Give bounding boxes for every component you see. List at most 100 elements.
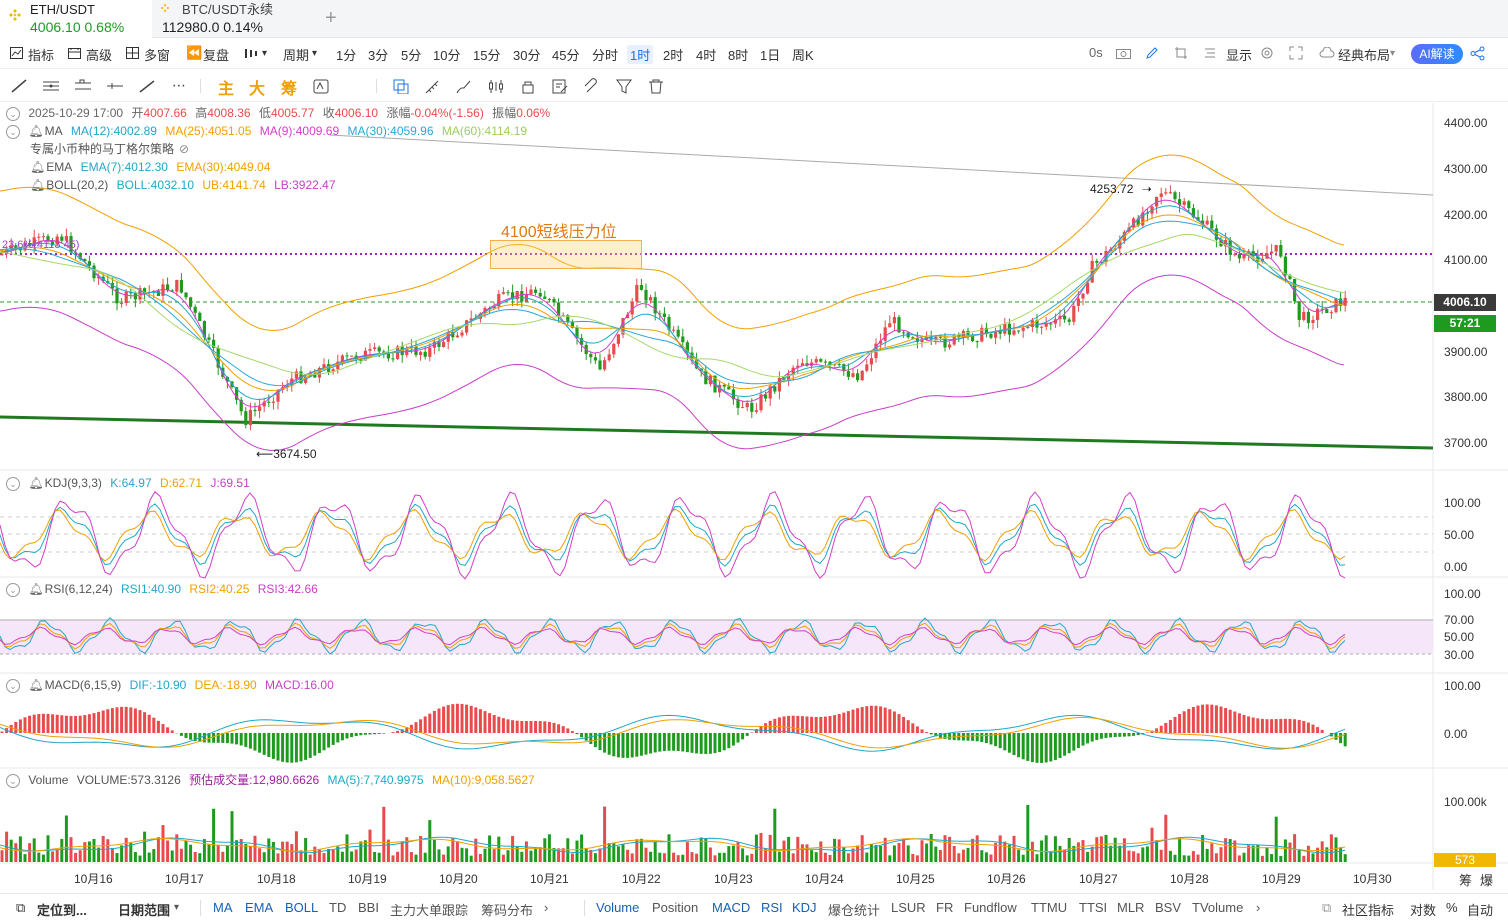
interval-4h[interactable]: 4时 (696, 48, 717, 63)
interval-3m[interactable]: 3分 (368, 48, 389, 63)
indicator-chip[interactable]: 筹码分布 (481, 903, 534, 918)
percent-scale-button[interactable]: % (1446, 900, 1458, 915)
parallel-channel-icon[interactable] (74, 78, 92, 94)
indicator-ttmu[interactable]: TTMU (1031, 900, 1068, 915)
annotation-text[interactable]: 4100短线压力位 (501, 224, 617, 241)
main-force-button[interactable]: 主 (218, 81, 235, 98)
interval-2h[interactable]: 2时 (663, 48, 684, 63)
bell-icon[interactable]: 🔔︎ (28, 582, 44, 596)
indicator-fr[interactable]: FR (936, 900, 954, 915)
more-tools-icon[interactable]: ⋯ (172, 77, 186, 93)
collapse-icon[interactable]: ⌄ (6, 678, 20, 693)
interval-8h[interactable]: 8时 (728, 48, 749, 63)
interval-10m[interactable]: 10分 (433, 48, 461, 63)
indicator-rsi[interactable]: RSI (761, 900, 783, 915)
pen-icon[interactable] (1145, 46, 1159, 60)
interval-1h[interactable]: 1时 (627, 45, 654, 64)
chart-type-icon[interactable] (244, 48, 258, 59)
add-tab-icon[interactable]: + (325, 7, 337, 29)
tab-btc-usdt[interactable]: BTC/USDT永续 112980.0 0.14% (154, 0, 304, 38)
bell-icon[interactable]: 🔔︎ (30, 178, 46, 192)
community-indicators-button[interactable]: 社区指标 (1342, 903, 1395, 918)
horizontal-ray-icon[interactable] (106, 78, 124, 94)
bell-icon[interactable]: 🔔︎ (28, 678, 44, 692)
chevron-down-icon[interactable]: ▾ (1390, 48, 1396, 59)
edit-list-icon[interactable] (551, 78, 569, 94)
crop-icon[interactable] (1174, 46, 1188, 60)
bell-icon[interactable]: 🔔︎ (28, 476, 44, 490)
indicator-lsur[interactable]: LSUR (891, 900, 926, 915)
chip-toggle[interactable]: 筹 (1459, 873, 1473, 888)
brush-icon[interactable] (455, 78, 473, 94)
indicator-fundflow[interactable]: Fundflow (964, 900, 1017, 915)
magnet-icon[interactable] (583, 78, 601, 94)
multi-window-button[interactable]: 多窗 (144, 48, 171, 63)
trash-icon[interactable] (647, 78, 665, 94)
bell-icon[interactable]: 🔔︎ (28, 124, 44, 138)
ruler-icon[interactable] (423, 78, 441, 94)
interval-30m[interactable]: 30分 (513, 48, 541, 63)
ai-read-button[interactable]: AI解读 (1411, 44, 1463, 64)
indicator-ma[interactable]: MA (213, 900, 233, 915)
indicator-mlr[interactable]: MLR (1117, 900, 1145, 915)
replay-button[interactable]: 复盘 (203, 48, 230, 63)
indicator-position[interactable]: Position (652, 900, 699, 915)
display-button[interactable]: 显示 (1226, 48, 1253, 63)
share-icon[interactable] (1470, 46, 1485, 61)
collapse-icon[interactable]: ⌄ (6, 106, 20, 121)
liquidation-toggle[interactable]: 爆 (1480, 873, 1494, 888)
big-order-button[interactable]: 大 (249, 81, 266, 98)
interval-45m[interactable]: 45分 (552, 48, 580, 63)
ray-icon[interactable] (138, 78, 156, 94)
candle-pattern-icon[interactable] (487, 78, 505, 94)
locate-icon[interactable]: ⧉ (16, 900, 26, 915)
indicator-volume[interactable]: Volume (596, 900, 640, 915)
date-range-button[interactable]: 日期范围 (118, 903, 171, 918)
chevron-down-icon[interactable]: ▾ (312, 48, 318, 59)
collapse-icon[interactable]: ⌄ (6, 124, 20, 139)
auto-scale-button[interactable]: 自动 (1467, 903, 1494, 918)
interval-timeshare[interactable]: 分时 (592, 48, 619, 63)
settings-icon[interactable] (1260, 46, 1274, 60)
bell-icon[interactable]: 🔔︎ (30, 160, 46, 174)
tab-eth-usdt[interactable]: ETH/USDT 4006.10 0.68% (0, 0, 152, 38)
eye-off-icon[interactable]: ⊘ (179, 142, 190, 156)
indicator-tvolume[interactable]: TVolume (1192, 900, 1244, 915)
indicators-button[interactable]: 指标 (28, 48, 55, 63)
indicator-liquidation[interactable]: 爆仓统计 (828, 903, 881, 918)
interval-week[interactable]: 周K (792, 48, 814, 63)
price-chart[interactable] (0, 103, 1508, 890)
filter-icon[interactable] (615, 78, 633, 94)
refresh-timer[interactable]: 0s (1089, 45, 1103, 60)
interval-15m[interactable]: 15分 (473, 48, 501, 63)
layout-button[interactable]: 经典布局 (1338, 48, 1391, 63)
indicator-bsv[interactable]: BSV (1155, 900, 1182, 915)
interval-1m[interactable]: 1分 (336, 48, 357, 63)
interval-5m[interactable]: 5分 (401, 48, 422, 63)
indicator-ttsi[interactable]: TTSI (1079, 900, 1108, 915)
strategy-legend[interactable]: 专属小币种的马丁格尔策略 ⊘ (30, 142, 190, 156)
indicator-macd[interactable]: MACD (712, 900, 751, 915)
indicator-td[interactable]: TD (329, 900, 347, 915)
collapse-icon[interactable]: ⌄ (6, 773, 20, 788)
collapse-icon[interactable]: ⌄ (6, 476, 20, 491)
list-icon[interactable] (1203, 46, 1217, 60)
chevron-down-icon[interactable]: ▾ (262, 48, 268, 59)
indicator-bbi[interactable]: BBI (358, 900, 379, 915)
ai-draw-icon[interactable] (312, 78, 330, 94)
period-button[interactable]: 周期 (283, 48, 310, 63)
lock-icon[interactable] (519, 78, 537, 94)
advanced-button[interactable]: 高级 (86, 48, 113, 63)
camera-icon[interactable] (1116, 47, 1131, 59)
chip-button[interactable]: 筹 (281, 81, 298, 98)
log-scale-button[interactable]: 对数 (1410, 903, 1437, 918)
chevron-right-icon[interactable]: › (544, 900, 549, 915)
resistance-zone[interactable] (490, 240, 642, 269)
indicator-main-force[interactable]: 主力大单跟踪 (390, 903, 469, 918)
indicator-boll[interactable]: BOLL (285, 900, 319, 915)
horizontal-lines-icon[interactable] (42, 78, 60, 94)
collapse-icon[interactable]: ⌄ (6, 582, 20, 597)
chevron-right-icon[interactable]: › (1256, 900, 1261, 915)
interval-1d[interactable]: 1日 (760, 48, 781, 63)
chevron-down-icon[interactable]: ▾ (174, 902, 180, 913)
